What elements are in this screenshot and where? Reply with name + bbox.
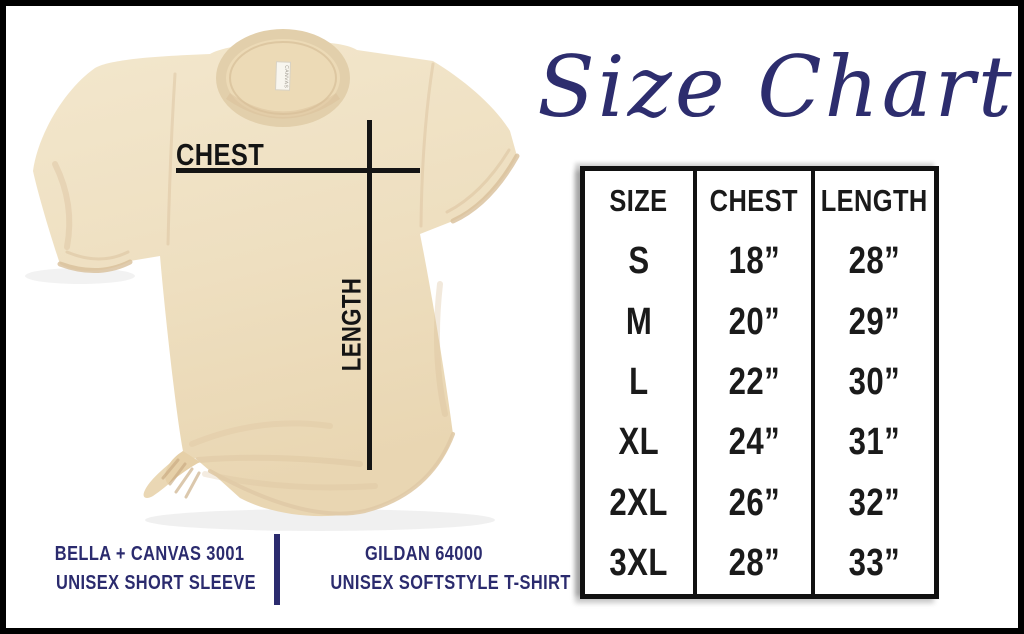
table-row-l-length: 30” — [848, 360, 901, 403]
neck-tag: CANVAS — [274, 61, 292, 91]
size-table-header-length: LENGTH — [821, 183, 929, 219]
tshirt-photo: CANVAS — [25, 29, 520, 531]
footer-left-line1: BELLA + CANVAS 3001 — [54, 543, 245, 565]
length-measure-line — [367, 120, 372, 470]
shirt-body — [33, 41, 517, 517]
table-row-3xl-size: 3XL — [585, 533, 697, 594]
table-row-3xl-chest: 28” — [697, 533, 816, 594]
table-row-m-chest: 20” — [697, 291, 816, 353]
table-row-s-chest: 18” — [697, 231, 816, 292]
table-row-2xl-chest: 26” — [697, 473, 816, 534]
table-row-xl-chest: 24” — [697, 412, 816, 474]
shirt-knot — [161, 451, 201, 499]
shirt-shadow — [145, 509, 495, 531]
page-title: Size Chart — [537, 38, 1015, 136]
neck-tag-text: CANVAS — [283, 65, 290, 89]
table-row-3xl-length: 33” — [848, 542, 901, 585]
footer-divider — [274, 534, 280, 605]
table-row-xl-length: 31” — [848, 421, 901, 464]
table-row-l-size: L — [585, 352, 697, 413]
footer-right-product: GILDAN 64000 UNISEX SOFTSTYLE T-SHIRT — [304, 540, 571, 598]
table-row-l-chest: 22” — [697, 352, 816, 413]
footer-right-line2: UNISEX SOFTSTYLE T-SHIRT — [330, 572, 571, 594]
sleeve-shadow — [25, 268, 135, 284]
footer-left-line2: UNISEX SHORT SLEEVE — [55, 572, 257, 594]
length-measure-text: LENGTH — [336, 277, 367, 372]
table-row-2xl-size: 2XL — [585, 473, 697, 534]
table-row-m-length: 29” — [848, 300, 901, 343]
footer-left-product: BELLA + CANVAS 3001 UNISEX SHORT SLEEVE — [34, 540, 258, 598]
size-table-header-size: SIZE — [585, 171, 697, 232]
table-row-2xl-length: 32” — [848, 481, 901, 524]
footer-right-line1: GILDAN 64000 — [365, 543, 483, 565]
table-row-xl-size: XL — [585, 412, 697, 474]
table-row-m-size: M — [585, 291, 697, 353]
fabric-folds — [52, 62, 520, 516]
table-row-s-size: S — [585, 231, 697, 292]
chest-measure-text: CHEST — [176, 137, 265, 172]
chest-measure-label: CHEST — [176, 137, 284, 173]
chest-measure-line — [176, 168, 420, 173]
size-table: SIZE CHEST LENGTH S 18” 28” M 20” 29” L … — [580, 166, 939, 599]
size-table-header-chest: CHEST — [697, 171, 816, 232]
length-measure-label: LENGTH — [337, 278, 368, 382]
table-row-s-length: 28” — [848, 240, 901, 283]
